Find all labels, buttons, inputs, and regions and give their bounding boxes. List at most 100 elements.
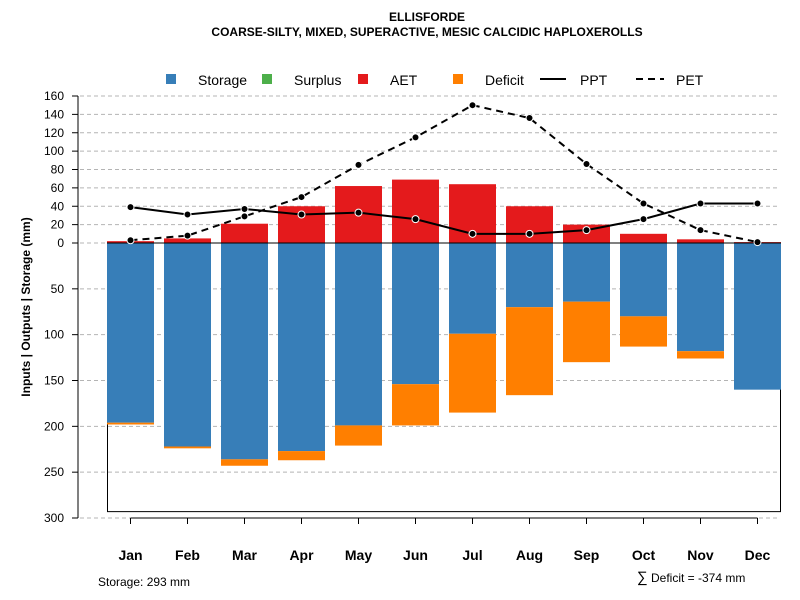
x-tick-label: Jun [403, 547, 428, 563]
legend-swatch-aet [358, 74, 368, 84]
legend-label-deficit: Deficit [485, 72, 524, 88]
deficit-bar [107, 422, 154, 425]
storage-bar [278, 243, 325, 452]
deficit-bar [221, 459, 268, 466]
deficit-bar [278, 451, 325, 461]
ppt-point [753, 199, 762, 208]
storage-note: Storage: 293 mm [98, 575, 190, 589]
x-tick-label: Apr [289, 547, 314, 563]
y-tick-label: 20 [51, 218, 65, 232]
deficit-bar [164, 446, 211, 449]
pet-point [240, 212, 249, 221]
ppt-point [696, 199, 705, 208]
pet-point [468, 101, 477, 110]
ppt-point [126, 203, 135, 212]
x-tick-label: Dec [745, 547, 771, 563]
aet-bar [164, 238, 211, 243]
x-tick-label: Feb [175, 547, 200, 563]
deficit-bar [620, 316, 667, 347]
chart-title: ELLISFORDE [389, 10, 465, 24]
legend: Storage Surplus AET Deficit PPT PET [166, 72, 704, 88]
pet-line [130, 104, 758, 244]
pet-point [582, 159, 591, 168]
y-tick-label: 200 [44, 419, 64, 433]
x-tick-label: Mar [232, 547, 257, 563]
x-tick-label: Jul [462, 547, 482, 563]
y-tick-label: 160 [44, 89, 64, 103]
y-tick-label: 140 [44, 107, 64, 121]
deficit-bar [392, 384, 439, 426]
legend-label-storage: Storage [198, 72, 247, 88]
axes: 0 20 40 60 80 100 120 140 160 50 100 150 200 250 300 Ja… [44, 89, 771, 563]
y-tick-label: 150 [44, 374, 64, 388]
storage-bar [392, 243, 439, 385]
x-tick-label: Nov [687, 547, 714, 563]
deficit-bar [563, 301, 610, 363]
sum-symbol: ∑ [637, 569, 648, 586]
y-tick-label: 100 [44, 144, 64, 158]
deficit-bar [677, 351, 724, 359]
y-tick-label: 100 [44, 328, 64, 342]
deficit-note: Deficit = -374 mm [651, 571, 745, 585]
storage-bar [335, 243, 382, 426]
y-tick-label: 250 [44, 465, 64, 479]
x-tick-label: Oct [632, 547, 656, 563]
y-tick-label: 40 [51, 199, 65, 213]
deficit-bar [335, 425, 382, 446]
x-tick-label: May [345, 547, 372, 563]
y-tick-label: 80 [51, 163, 65, 177]
y-tick-label: 50 [51, 282, 65, 296]
storage-bar [164, 243, 211, 447]
pet-point [525, 114, 534, 123]
legend-label-ppt: PPT [580, 72, 608, 88]
deficit-bar [449, 333, 496, 413]
x-tick-label: Sep [574, 547, 600, 563]
pet-point [354, 160, 363, 169]
ppt-point [468, 229, 477, 238]
ppt-line [130, 202, 758, 235]
legend-label-pet: PET [676, 72, 704, 88]
ppt-point [354, 208, 363, 217]
legend-label-surplus: Surplus [294, 72, 341, 88]
bars [107, 179, 781, 513]
y-tick-label: 300 [44, 511, 64, 525]
pet-point [639, 199, 648, 208]
chart-subtitle: COARSE-SILTY, MIXED, SUPERACTIVE, MESIC … [211, 25, 642, 39]
x-tick-label: Jan [118, 547, 142, 563]
ppt-point [411, 215, 420, 224]
ppt-point [582, 226, 591, 235]
y-tick-label: 120 [44, 126, 64, 140]
legend-label-aet: AET [390, 72, 418, 88]
pet-point [297, 193, 306, 202]
storage-bar [449, 243, 496, 334]
y-tick-label: 60 [51, 181, 65, 195]
deficit-bar [506, 307, 553, 396]
y-tick-label: 0 [57, 236, 64, 250]
pet-point [411, 133, 420, 142]
storage-bar [620, 243, 667, 317]
storage-bar [221, 243, 268, 460]
storage-bar [107, 243, 154, 423]
ppt-point [297, 210, 306, 219]
aet-bar [677, 239, 724, 243]
aet-bar [620, 233, 667, 243]
pet-point [696, 226, 705, 235]
storage-bar [734, 243, 781, 390]
pet-point [126, 236, 135, 245]
pet-point [753, 238, 762, 247]
storage-bar [563, 243, 610, 302]
x-tick-label: Aug [516, 547, 543, 563]
ppt-point [639, 215, 648, 224]
y-axis-label: Inputs | Outputs | Storage (mm) [19, 217, 33, 396]
legend-swatch-storage [166, 74, 176, 84]
storage-bar [677, 243, 724, 352]
legend-swatch-surplus [262, 74, 272, 84]
pet-point [183, 231, 192, 240]
storage-bar [506, 243, 553, 308]
aet-bar [221, 223, 268, 243]
ppt-point [525, 229, 534, 238]
ppt-point [240, 205, 249, 214]
lines [126, 101, 762, 247]
ppt-point [183, 210, 192, 219]
